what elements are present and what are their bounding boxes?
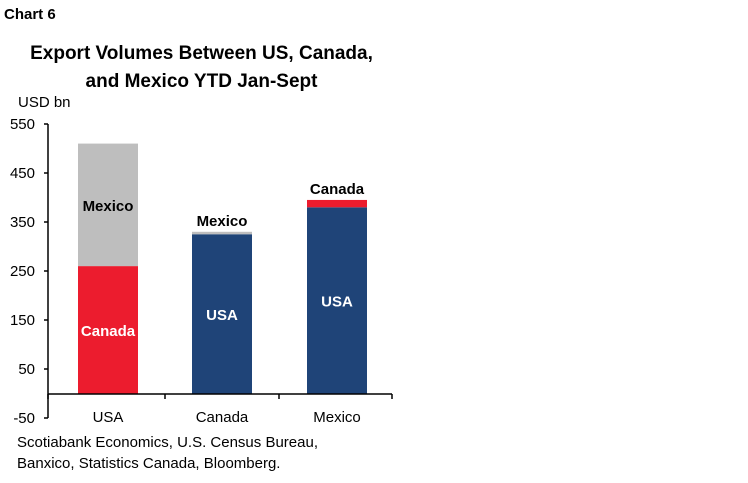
x-tick-label: USA xyxy=(93,409,124,426)
y-axis-unit-label: USD bn xyxy=(18,94,71,111)
y-tick-label: 250 xyxy=(10,263,35,280)
bar-segment-label: Mexico xyxy=(83,198,134,215)
bar-segment-label: USA xyxy=(206,307,238,324)
bar-segment-label: USA xyxy=(321,293,353,310)
chart-title-line-2: and Mexico YTD Jan-Sept xyxy=(85,71,318,92)
y-tick-label: 450 xyxy=(10,165,35,182)
bar-segment-label: Mexico xyxy=(197,213,248,230)
bar-segment-label: Canada xyxy=(310,181,365,198)
y-tick-label: 350 xyxy=(10,214,35,231)
chart-title-line-1: Export Volumes Between US, Canada, xyxy=(30,43,373,64)
source-line-1: Scotiabank Economics, U.S. Census Bureau… xyxy=(17,434,318,451)
x-tick-label: Canada xyxy=(196,409,249,426)
source-line-2: Banxico, Statistics Canada, Bloomberg. xyxy=(17,455,281,472)
chart-number: Chart 6 xyxy=(4,6,56,23)
bar-segment-mexico-usa xyxy=(307,207,367,394)
y-tick-label: 150 xyxy=(10,312,35,329)
y-tick-label: 50 xyxy=(18,361,35,378)
bar-segment-label: Canada xyxy=(81,323,136,340)
y-tick-label: -50 xyxy=(13,410,35,427)
bar-segment-canada-usa xyxy=(192,234,252,394)
bar-segment-usa-canada xyxy=(78,266,138,394)
x-tick-label: Mexico xyxy=(313,409,361,426)
y-tick-label: 550 xyxy=(10,116,35,133)
chart-title: Export Volumes Between US, Canada, and M… xyxy=(0,40,403,96)
bar-segment-usa-mexico xyxy=(78,143,138,267)
bar-segment-canada-mexico xyxy=(192,231,252,235)
bar-segment-mexico-canada xyxy=(307,199,367,208)
source-note: Scotiabank Economics, U.S. Census Bureau… xyxy=(17,432,318,474)
